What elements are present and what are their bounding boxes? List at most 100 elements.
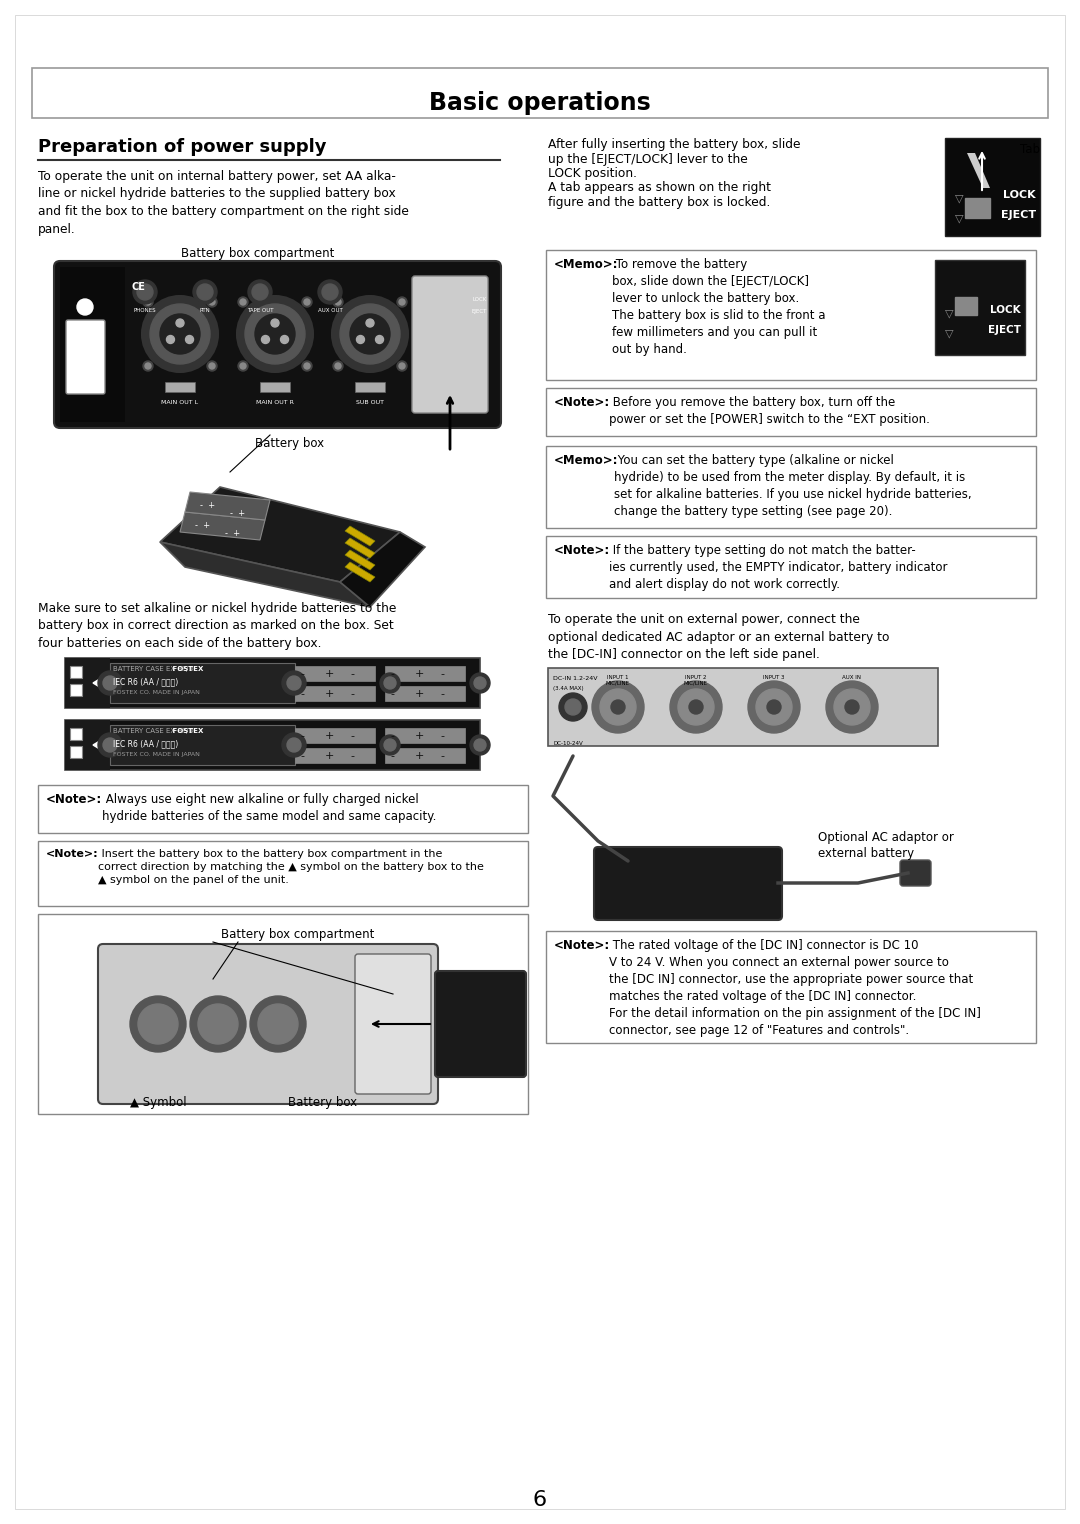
Text: -: - <box>350 751 354 760</box>
Text: -: - <box>440 669 444 680</box>
Circle shape <box>384 739 396 751</box>
Circle shape <box>474 739 486 751</box>
Circle shape <box>145 363 151 369</box>
FancyBboxPatch shape <box>165 383 195 392</box>
Circle shape <box>237 296 313 372</box>
Text: 6: 6 <box>532 1490 548 1510</box>
Text: FOSTEX CO. MADE IN JAPAN: FOSTEX CO. MADE IN JAPAN <box>113 690 200 695</box>
Circle shape <box>303 363 310 369</box>
Text: up the [EJECT/LOCK] lever to the: up the [EJECT/LOCK] lever to the <box>548 152 747 166</box>
Circle shape <box>376 335 383 343</box>
Circle shape <box>332 296 408 372</box>
Text: <Note>:: <Note>: <box>46 849 98 860</box>
FancyBboxPatch shape <box>295 748 375 764</box>
Text: ▲ Symbol: ▲ Symbol <box>130 1096 187 1109</box>
Circle shape <box>141 296 218 372</box>
Text: LOCK: LOCK <box>990 305 1021 315</box>
Text: LOCK: LOCK <box>1003 190 1036 200</box>
Circle shape <box>143 297 153 306</box>
FancyBboxPatch shape <box>38 785 528 834</box>
Text: Before you remove the battery box, turn off the
power or set the [POWER] switch : Before you remove the battery box, turn … <box>609 396 930 427</box>
Text: Basic operations: Basic operations <box>429 91 651 114</box>
Circle shape <box>335 363 341 369</box>
Text: You can set the battery type (alkaline or nickel
hydride) to be used from the me: You can set the battery type (alkaline o… <box>615 454 972 518</box>
Polygon shape <box>345 538 375 558</box>
Text: Always use eight new alkaline or fully charged nickel
hydride batteries of the s: Always use eight new alkaline or fully c… <box>102 792 436 823</box>
FancyBboxPatch shape <box>295 666 375 681</box>
FancyBboxPatch shape <box>295 686 375 701</box>
Text: To operate the unit on external power, connect the
optional dedicated AC adaptor: To operate the unit on external power, c… <box>548 613 890 661</box>
Text: -  +: - + <box>195 521 211 530</box>
Polygon shape <box>185 492 270 520</box>
Text: IEC R6 (AA / 単三形): IEC R6 (AA / 単三形) <box>113 739 178 748</box>
FancyBboxPatch shape <box>110 663 295 703</box>
Text: Battery box compartment: Battery box compartment <box>221 928 375 940</box>
FancyBboxPatch shape <box>546 447 1036 527</box>
Text: -: - <box>350 669 354 680</box>
Text: -: - <box>390 732 394 741</box>
Text: -: - <box>390 689 394 700</box>
Polygon shape <box>93 739 103 751</box>
Text: FOSTEX CO. MADE IN JAPAN: FOSTEX CO. MADE IN JAPAN <box>113 751 200 757</box>
Text: Battery box compartment: Battery box compartment <box>181 247 335 261</box>
Circle shape <box>384 677 396 689</box>
FancyBboxPatch shape <box>54 261 501 428</box>
Circle shape <box>600 689 636 725</box>
Text: -: - <box>300 732 303 741</box>
Text: -: - <box>390 751 394 760</box>
Circle shape <box>238 297 248 306</box>
FancyBboxPatch shape <box>98 943 438 1103</box>
FancyBboxPatch shape <box>955 297 977 315</box>
Circle shape <box>145 299 151 305</box>
Text: TAPE OUT: TAPE OUT <box>246 308 273 312</box>
Circle shape <box>350 314 390 354</box>
Text: Make sure to set alkaline or nickel hydride batteries to the
battery box in corr: Make sure to set alkaline or nickel hydr… <box>38 602 396 651</box>
Circle shape <box>282 671 306 695</box>
Circle shape <box>366 319 374 328</box>
Circle shape <box>130 997 186 1052</box>
Circle shape <box>98 671 122 695</box>
Text: A tab appears as shown on the right: A tab appears as shown on the right <box>548 181 771 195</box>
Circle shape <box>302 361 312 370</box>
Text: FOSTEX: FOSTEX <box>120 666 203 672</box>
Circle shape <box>767 700 781 715</box>
FancyBboxPatch shape <box>546 536 1036 597</box>
Text: figure and the battery box is locked.: figure and the battery box is locked. <box>548 197 770 209</box>
FancyBboxPatch shape <box>384 686 465 701</box>
Circle shape <box>340 303 400 364</box>
Text: ▽: ▽ <box>945 328 954 338</box>
Circle shape <box>689 700 703 715</box>
Text: BATTERY CASE EX 8P/D: BATTERY CASE EX 8P/D <box>113 666 193 672</box>
Text: Battery box: Battery box <box>288 1096 357 1109</box>
Text: The rated voltage of the [DC IN] connector is DC 10
V to 24 V. When you connect : The rated voltage of the [DC IN] connect… <box>609 939 981 1036</box>
Text: AUX IN: AUX IN <box>842 675 862 680</box>
Polygon shape <box>340 532 426 607</box>
Circle shape <box>380 735 400 754</box>
Text: ▽: ▽ <box>945 308 954 319</box>
Text: -  +: - + <box>200 501 215 511</box>
Text: +: + <box>415 751 424 760</box>
FancyBboxPatch shape <box>38 914 528 1114</box>
Polygon shape <box>93 677 103 689</box>
Circle shape <box>335 299 341 305</box>
Circle shape <box>611 700 625 715</box>
FancyBboxPatch shape <box>70 728 82 741</box>
Circle shape <box>133 280 157 303</box>
Text: Battery box: Battery box <box>256 437 325 450</box>
FancyBboxPatch shape <box>70 684 82 696</box>
Text: +: + <box>415 732 424 741</box>
Circle shape <box>834 689 870 725</box>
Circle shape <box>98 733 122 757</box>
Circle shape <box>193 280 217 303</box>
Polygon shape <box>180 512 265 539</box>
Circle shape <box>282 733 306 757</box>
Circle shape <box>397 361 407 370</box>
FancyBboxPatch shape <box>945 139 1040 236</box>
Text: +: + <box>325 689 335 700</box>
FancyBboxPatch shape <box>38 841 528 905</box>
Circle shape <box>143 361 153 370</box>
FancyBboxPatch shape <box>65 719 110 770</box>
Circle shape <box>248 280 272 303</box>
Text: -: - <box>440 689 444 700</box>
Text: PHONES: PHONES <box>134 308 157 312</box>
